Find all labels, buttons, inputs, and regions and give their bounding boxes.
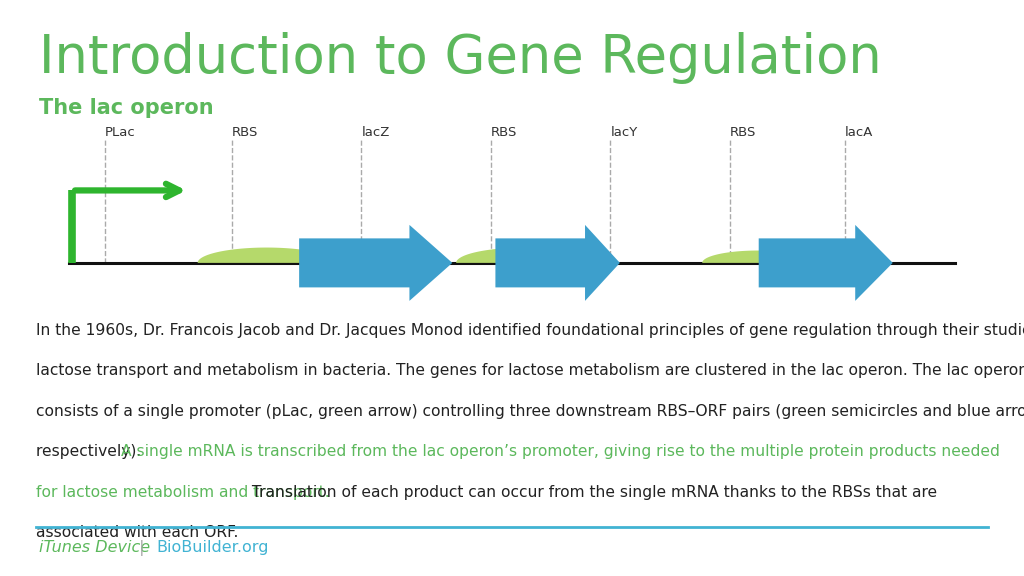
Polygon shape bbox=[702, 251, 813, 263]
Text: associated with each ORF.: associated with each ORF. bbox=[36, 525, 239, 540]
Text: lactose transport and metabolism in bacteria. The genes for lactose metabolism a: lactose transport and metabolism in bact… bbox=[36, 363, 1024, 378]
Text: RBS: RBS bbox=[730, 127, 757, 139]
Polygon shape bbox=[496, 225, 620, 301]
Polygon shape bbox=[299, 225, 453, 301]
Text: Introduction to Gene Regulation: Introduction to Gene Regulation bbox=[39, 32, 882, 84]
Text: lacA: lacA bbox=[845, 127, 873, 139]
Text: lacZ: lacZ bbox=[361, 127, 390, 139]
Polygon shape bbox=[759, 225, 893, 301]
Polygon shape bbox=[198, 248, 336, 263]
Text: BioBuilder.org: BioBuilder.org bbox=[157, 540, 269, 555]
Text: |: | bbox=[134, 540, 150, 556]
Text: Translation of each product can occur from the single mRNA thanks to the RBSs th: Translation of each product can occur fr… bbox=[247, 485, 937, 500]
Text: iTunes Device: iTunes Device bbox=[39, 540, 151, 555]
Text: PLac: PLac bbox=[104, 127, 135, 139]
Text: consists of a single promoter (pLac, green arrow) controlling three downstream R: consists of a single promoter (pLac, gre… bbox=[36, 404, 1024, 419]
Text: The lac operon: The lac operon bbox=[39, 98, 214, 118]
Text: respectively).: respectively). bbox=[36, 444, 146, 459]
Text: A single mRNA is transcribed from the lac operon’s promoter, giving rise to the : A single mRNA is transcribed from the la… bbox=[121, 444, 1000, 459]
Text: for lactose metabolism and transport.: for lactose metabolism and transport. bbox=[36, 485, 330, 500]
Text: RBS: RBS bbox=[232, 127, 258, 139]
Text: lacY: lacY bbox=[610, 127, 638, 139]
Polygon shape bbox=[456, 248, 594, 263]
Text: RBS: RBS bbox=[490, 127, 517, 139]
Text: In the 1960s, Dr. Francois Jacob and Dr. Jacques Monod identified foundational p: In the 1960s, Dr. Francois Jacob and Dr.… bbox=[36, 323, 1024, 338]
